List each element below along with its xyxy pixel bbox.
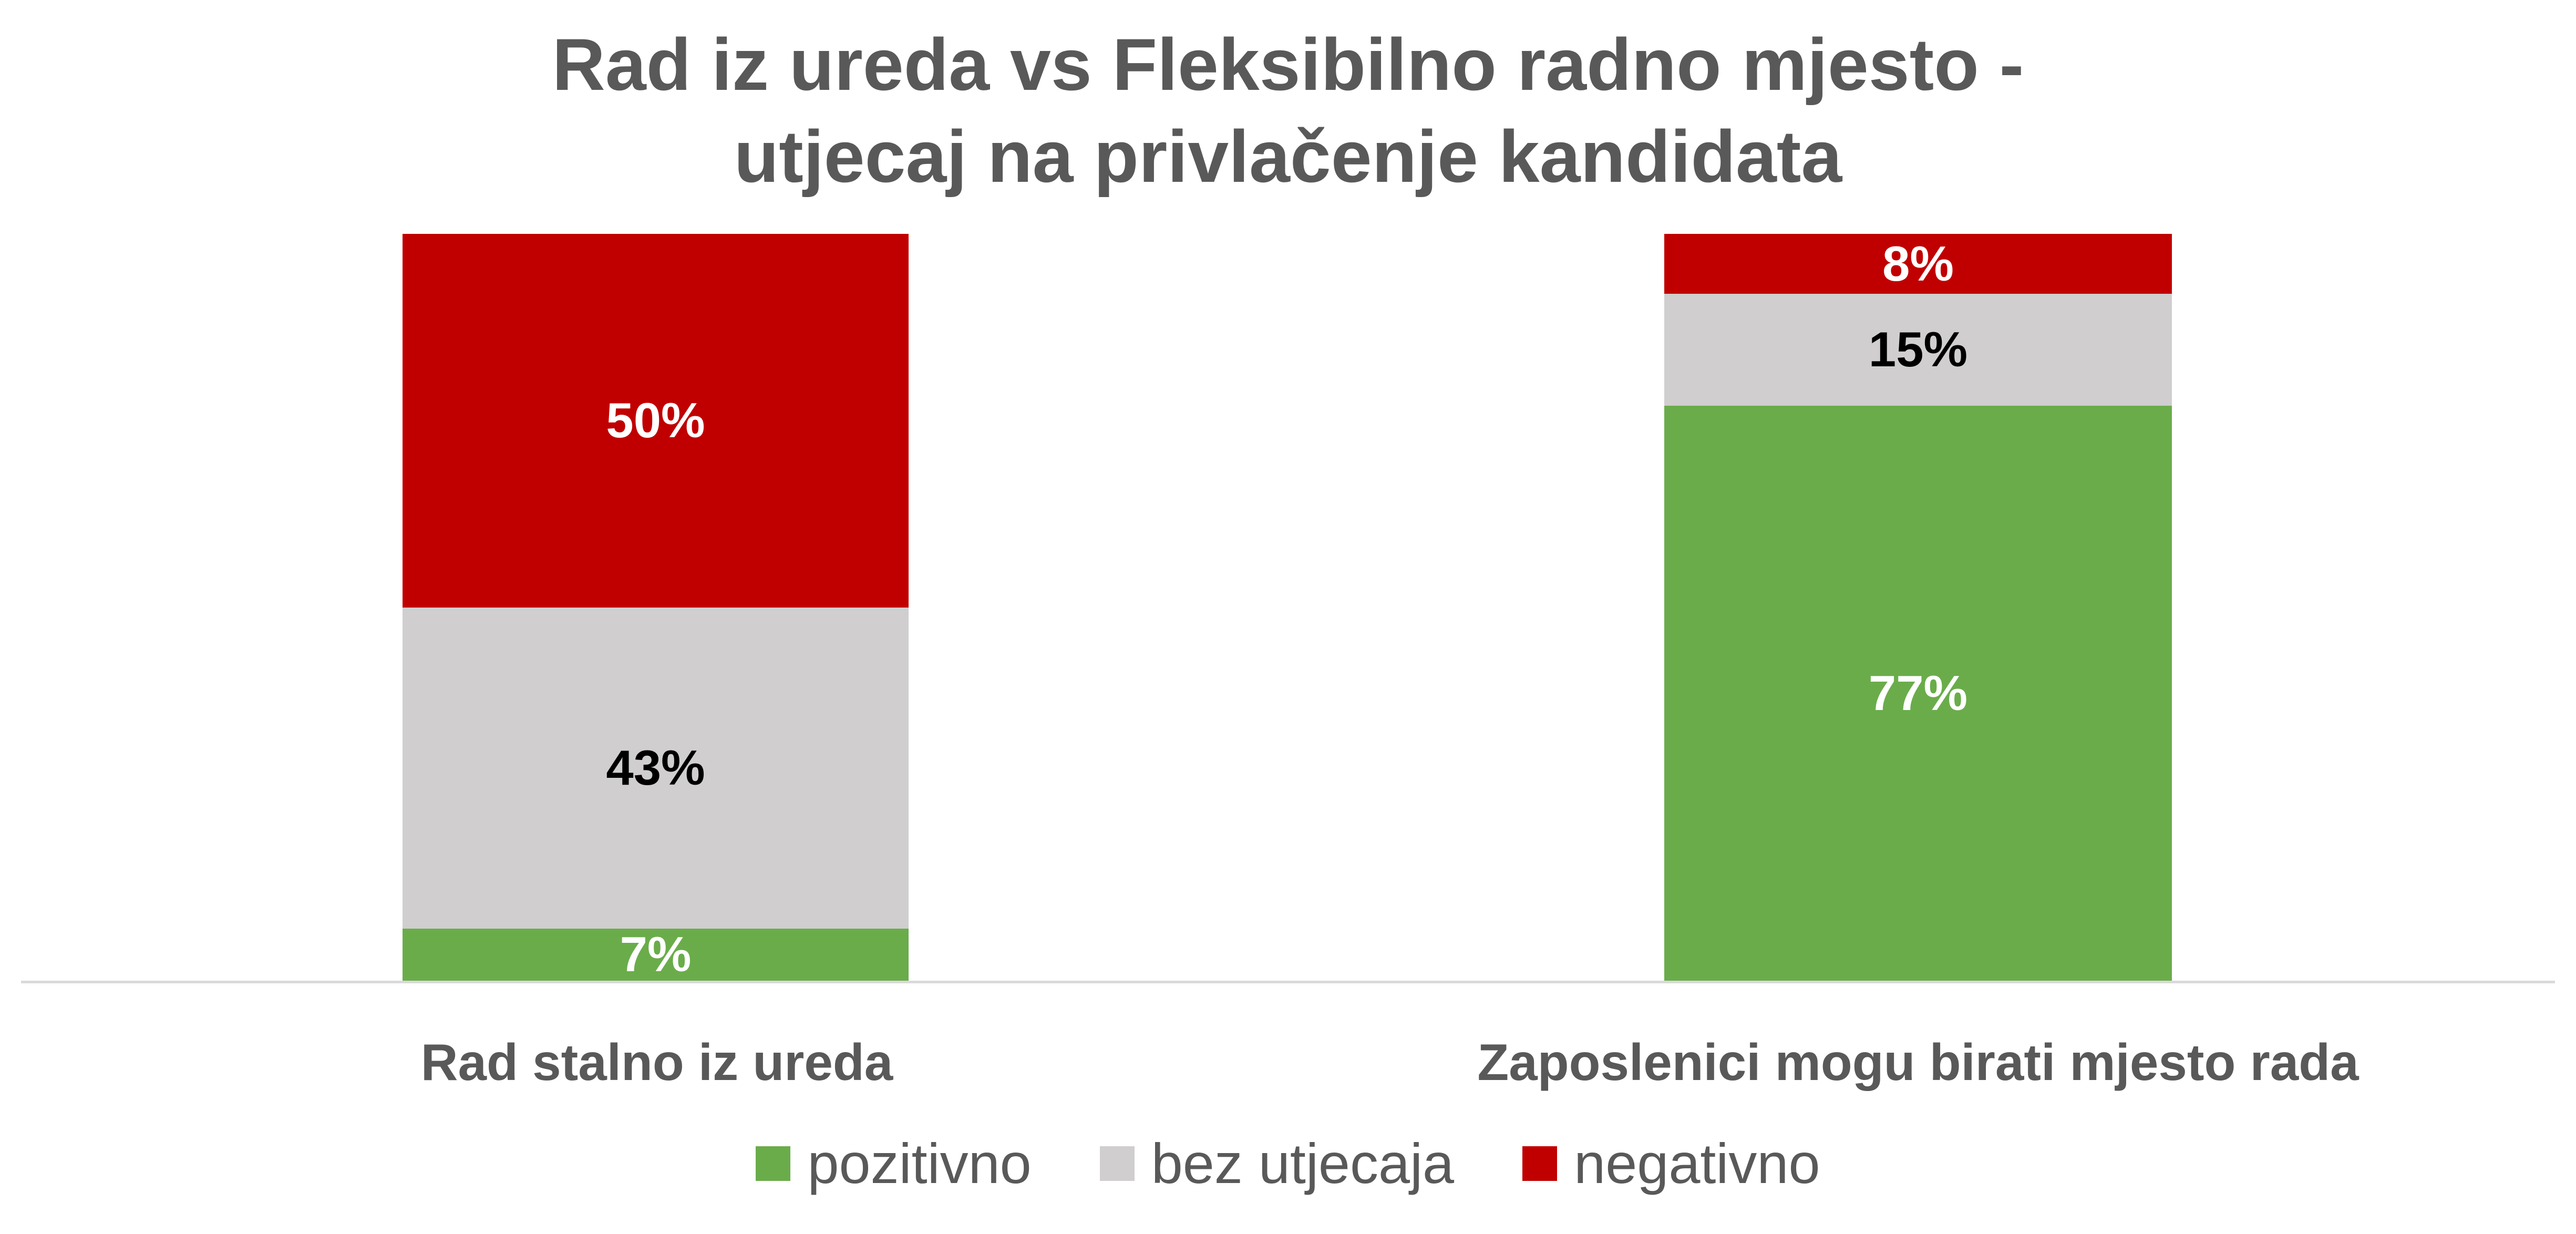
category-label-rad-stalno-iz-ureda: Rad stalno iz ureda — [420, 1033, 893, 1091]
legend-label-bez-utjecaja: bez utjecaja — [1151, 1132, 1455, 1195]
legend-label-pozitivno: pozitivno — [807, 1132, 1032, 1195]
bar-segment-pozitivno: 7% — [403, 927, 909, 982]
data-label-negativno: 8% — [1882, 235, 1954, 291]
legend-label-negativno: negativno — [1574, 1132, 1820, 1195]
stacked-bar-zaposlenici-mogu-birati-mjesto-rada: 8% 15% 77% — [1664, 234, 2172, 981]
legend-item-negativno: negativno — [1522, 1132, 1820, 1195]
stacked-bar-rad-stalno-iz-ureda: 50% 43% 7% — [403, 234, 909, 981]
data-label-negativno: 50% — [606, 393, 705, 448]
legend-item-pozitivno: pozitivno — [756, 1132, 1032, 1195]
legend-swatch-icon — [1522, 1146, 1558, 1181]
bar-segment-bez-utjecaja: 43% — [403, 607, 909, 929]
legend-swatch-icon — [756, 1146, 791, 1181]
legend-swatch-icon — [1099, 1146, 1135, 1181]
bar-segment-negativno: 8% — [1664, 234, 2172, 294]
bar-segment-negativno: 50% — [403, 234, 909, 608]
data-label-bez-utjecaja: 43% — [606, 740, 705, 795]
data-label-pozitivno: 7% — [620, 927, 692, 982]
bar-segment-pozitivno: 77% — [1664, 405, 2172, 981]
x-axis-line — [21, 981, 2555, 983]
chart-title-line-1: Rad iz ureda vs Fleksibilno radno mjesto… — [552, 23, 2024, 106]
data-label-bez-utjecaja: 15% — [1868, 322, 1968, 377]
legend-item-bez-utjecaja: bez utjecaja — [1099, 1132, 1455, 1195]
chart-title: Rad iz ureda vs Fleksibilno radno mjesto… — [0, 18, 2576, 202]
chart-title-line-2: utjecaj na privlačenje kandidata — [734, 115, 1842, 198]
data-label-pozitivno: 77% — [1868, 665, 1968, 721]
legend: pozitivno bez utjecaja negativno — [0, 1132, 2576, 1195]
category-label-zaposlenici-mogu-birati: Zaposlenici mogu birati mjesto rada — [1477, 1033, 2359, 1091]
bar-segment-bez-utjecaja: 15% — [1664, 293, 2172, 406]
